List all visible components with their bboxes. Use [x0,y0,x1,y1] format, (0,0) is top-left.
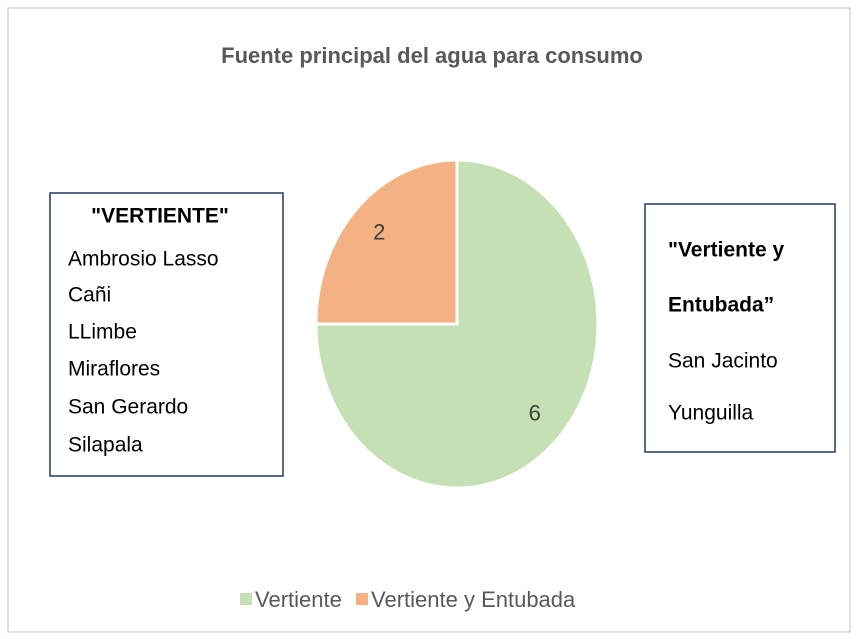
annotation-title: Entubada” [668,294,774,317]
annotation-line: Ambrosio Lasso [68,248,219,271]
chart-title: Fuente principal del agua para consumo [221,43,643,68]
annotation-box [49,192,284,477]
legend-label: Vertiente y Entubada [371,587,576,612]
annotation-line: Yunguilla [668,402,754,425]
annotation-title: "Vertiente y [668,239,784,262]
annotation-line: LLimbe [68,321,137,344]
annotation-line: San Jacinto [668,350,778,373]
data-label: 2 [373,219,385,244]
legend-label: Vertiente [255,587,342,612]
annotation-line: Cañi [68,284,111,307]
data-label: 6 [529,400,541,425]
annotation-line: Miraflores [68,358,160,381]
annotation-line: San Gerardo [68,396,188,419]
annotation-box [644,203,836,453]
legend-swatch [240,593,252,605]
pie-slice [314,158,600,490]
annotation-title: "VERTIENTE" [91,205,229,228]
pie-slice [314,158,459,326]
annotation-line: Silapala [68,434,143,457]
legend-swatch [356,593,368,605]
